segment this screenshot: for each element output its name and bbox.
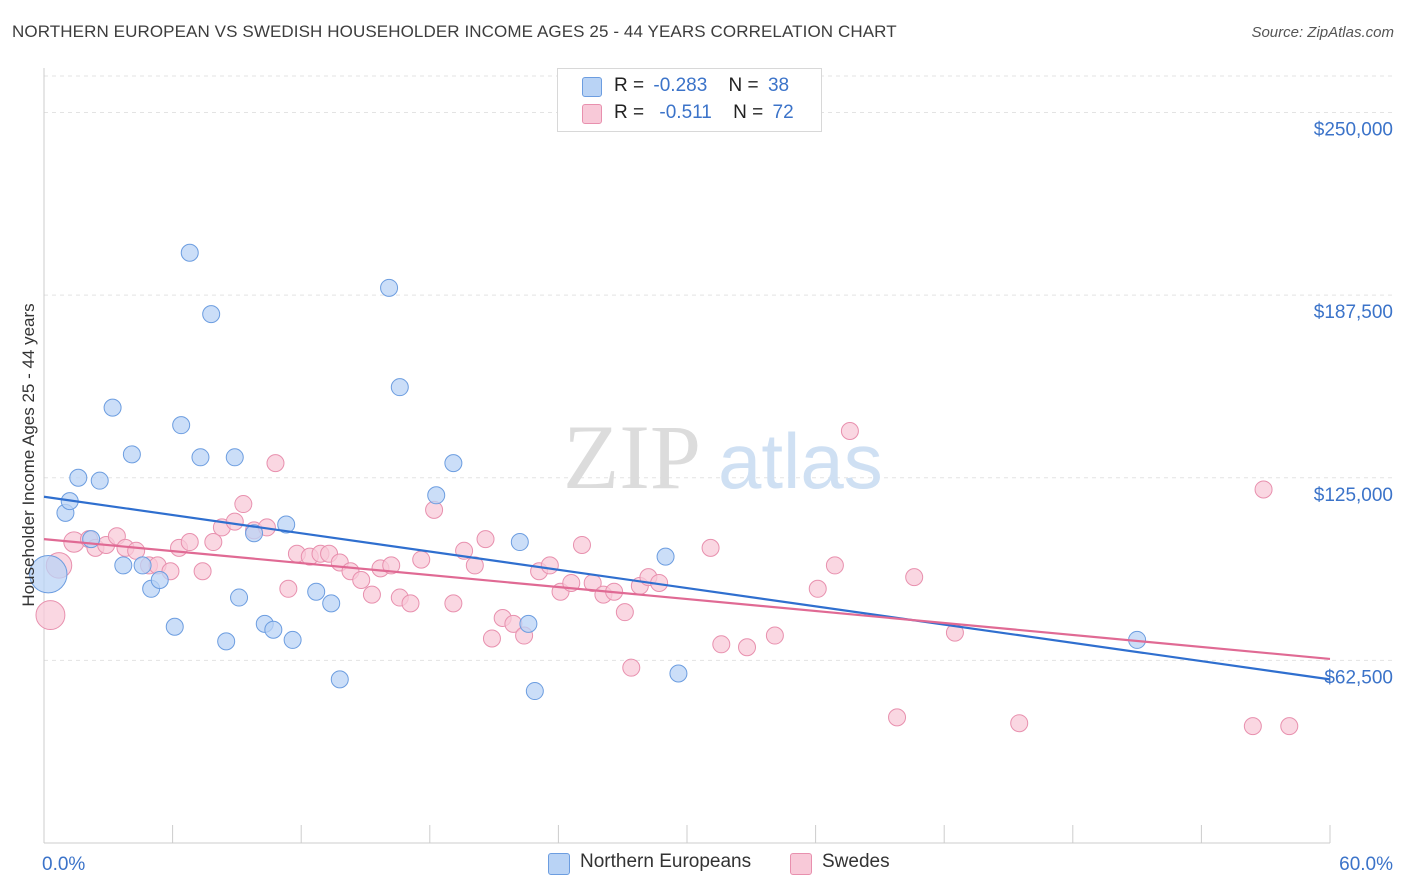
swedes-point [808,579,827,598]
swedes-point [382,556,401,575]
legend-r-value: -0.511 [659,102,712,123]
northern-europeans-point [225,448,244,467]
swedes-point [482,629,501,648]
y-tick-label: $250,000 [1314,120,1393,141]
swedes-trend-line [43,538,1331,661]
northern-europeans-point [427,486,446,505]
legend-r-label: R = [614,102,645,123]
northern-europeans-point [114,556,133,575]
legend-r-label: R = [614,75,645,96]
northern-europeans-point [264,620,283,639]
axes [43,68,1331,844]
northern-europeans-point [390,378,409,397]
swedes-point [476,530,495,549]
swedes-point [401,594,420,613]
swedes-point [840,422,859,441]
y-tick-label: $62,500 [1324,667,1393,688]
swedes-point [622,658,641,677]
swedes-point [1243,717,1262,736]
swedes-point [180,533,199,552]
legend-swatch-pink [582,104,602,124]
swedes-point [888,708,907,727]
northern-europeans-point [69,468,88,487]
legend-n-label: N = [728,75,759,96]
northern-europeans-point [172,416,191,435]
correlation-legend: R = -0.283 N = 38 R = -0.511 N = 72 [557,68,822,132]
northern-europeans-point [29,554,68,594]
y-tick-label: $187,500 [1314,302,1393,323]
series-northern-europeans-points [29,243,1147,701]
northern-europeans-point [277,515,296,534]
northern-europeans-point [217,632,236,651]
legend-swatch-pink [790,853,812,875]
swedes-point [1254,480,1273,499]
northern-europeans-point [90,471,109,490]
northern-europeans-point [180,243,199,262]
swedes-point [540,556,559,575]
grid-lines [44,75,1395,661]
x-tick-label-max: 60.0% [1339,854,1393,875]
swedes-point [1280,717,1299,736]
y-axis-title: Householder Income Ages 25 - 44 years [19,303,38,606]
swedes-point [1010,714,1029,733]
legend-n-value: 72 [772,102,794,123]
swedes-point [234,495,253,514]
swedes-point [738,638,757,657]
swedes-point [204,533,223,552]
swedes-point [615,603,634,622]
northern-europeans-point [165,617,184,636]
x-tick-label-min: 0.0% [42,854,85,875]
swedes-point [279,579,298,598]
swedes-point [193,562,212,581]
northern-europeans-point [519,614,538,633]
northern-europeans-point [122,445,141,464]
legend-label: Swedes [822,851,890,872]
northern-europeans-point [202,305,221,324]
northern-europeans-point [133,556,152,575]
swedes-point [905,568,924,587]
northern-europeans-point [669,664,688,683]
northern-europeans-point [103,398,122,417]
northern-europeans-point [322,594,341,613]
legend-swatch-blue [548,853,570,875]
northern-europeans-point [245,524,264,543]
swedes-point [712,635,731,654]
swedes-point [35,600,66,631]
northern-europeans-point [307,582,326,601]
swedes-point [266,454,285,473]
northern-europeans-point [191,448,210,467]
northern-europeans-point [444,454,463,473]
northern-europeans-point [510,533,529,552]
swedes-point [825,556,844,575]
legend-r-value: -0.283 [653,75,708,96]
axis-labels: $62,500 $125,000 $187,500 $250,000 0.0% 60.0%… [19,120,1393,875]
northern-europeans-point [283,630,302,649]
swedes-point [352,571,371,590]
legend-swatch-blue [582,77,602,97]
swedes-point [765,626,784,645]
swedes-point [444,594,463,613]
swedes-point [412,550,431,569]
y-tick-label: $125,000 [1314,485,1393,506]
northern-europeans-point [656,547,675,566]
watermark-zip: ZIP [563,406,701,508]
legend-n-label: N = [733,102,764,123]
northern-europeans-point [380,278,399,297]
chart-title: NORTHERN EUROPEAN VS SWEDISH HOUSEHOLDER… [12,22,897,41]
trend-lines [43,495,1331,681]
legend-label: Northern Europeans [580,851,752,872]
northern-europeans-point [330,670,349,689]
swedes-point [572,535,591,554]
legend-n-value: 38 [767,75,790,96]
northern-europeans-point [230,588,249,607]
northern-europeans-point [525,682,544,701]
northern-europeans-point [150,571,169,590]
swedes-point [225,512,244,531]
source-label: Source: ZipAtlas.com [1251,24,1394,41]
swedes-point [701,538,720,557]
northern-europeans-trend-line [43,495,1331,681]
swedes-point [362,585,381,604]
